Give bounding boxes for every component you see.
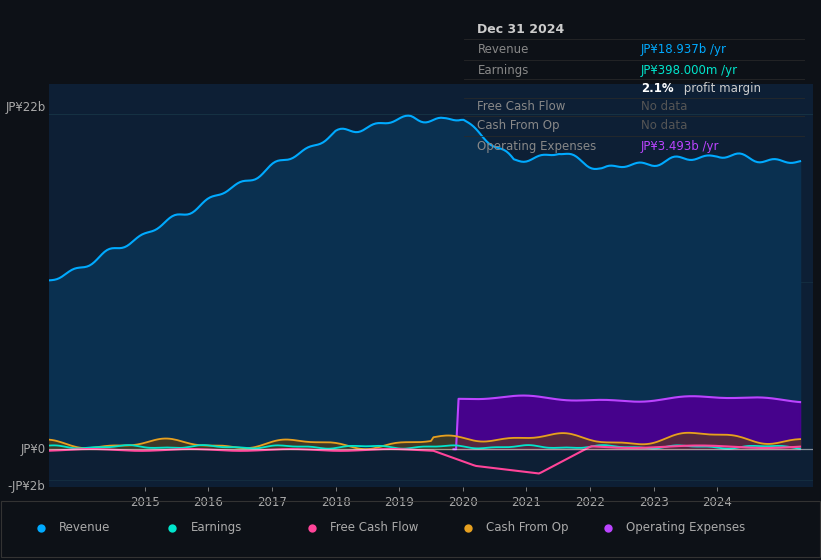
Text: JP¥3.493b /yr: JP¥3.493b /yr	[641, 141, 719, 153]
Text: Operating Expenses: Operating Expenses	[478, 141, 597, 153]
Text: Free Cash Flow: Free Cash Flow	[478, 100, 566, 113]
Text: No data: No data	[641, 119, 687, 132]
Text: -JP¥2b: -JP¥2b	[7, 479, 45, 493]
Text: Revenue: Revenue	[59, 521, 111, 534]
Text: Operating Expenses: Operating Expenses	[626, 521, 745, 534]
Text: JP¥398.000m /yr: JP¥398.000m /yr	[641, 64, 738, 77]
Text: Dec 31 2024: Dec 31 2024	[478, 22, 565, 36]
Text: JP¥0: JP¥0	[21, 442, 45, 456]
Text: No data: No data	[641, 100, 687, 113]
Text: profit margin: profit margin	[681, 82, 761, 95]
Text: Earnings: Earnings	[478, 64, 529, 77]
Text: JP¥22b: JP¥22b	[5, 101, 45, 114]
Text: Free Cash Flow: Free Cash Flow	[330, 521, 419, 534]
Text: Cash From Op: Cash From Op	[486, 521, 568, 534]
Text: Earnings: Earnings	[190, 521, 242, 534]
Text: JP¥18.937b /yr: JP¥18.937b /yr	[641, 43, 727, 55]
Text: 2.1%: 2.1%	[641, 82, 674, 95]
Text: Cash From Op: Cash From Op	[478, 119, 560, 132]
Text: Revenue: Revenue	[478, 43, 529, 55]
